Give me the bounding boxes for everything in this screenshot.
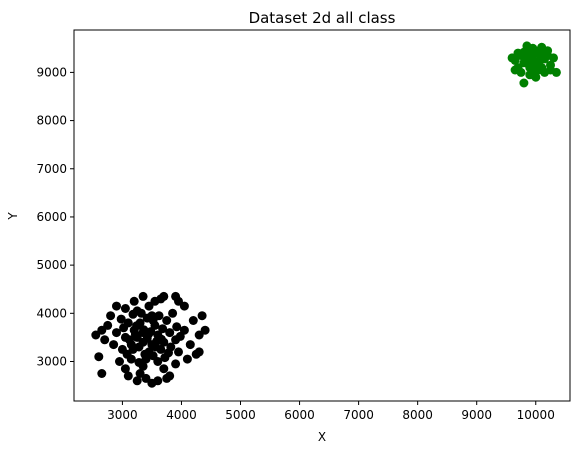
data-point-series-1 — [128, 309, 138, 319]
data-point-series-1 — [119, 323, 129, 333]
data-point-series-2 — [510, 65, 520, 75]
data-point-series-1 — [153, 376, 163, 386]
data-point-series-2 — [525, 51, 535, 60]
data-point-series-1 — [123, 371, 133, 381]
data-point-series-1 — [138, 291, 148, 301]
data-points — [91, 41, 561, 388]
data-point-series-1 — [197, 311, 207, 321]
x-tick-label: 3000 — [107, 408, 138, 422]
x-tick-label: 4000 — [166, 408, 197, 422]
data-point-series-1 — [132, 321, 142, 331]
data-point-series-1 — [159, 291, 169, 301]
data-point-series-1 — [97, 369, 107, 378]
data-point-series-1 — [194, 347, 204, 357]
data-point-series-1 — [112, 301, 121, 311]
x-axis-label: X — [318, 430, 326, 444]
data-point-series-2 — [531, 60, 541, 70]
data-point-series-2 — [546, 65, 555, 75]
data-point-series-1 — [106, 311, 116, 321]
y-tick-label: 8000 — [36, 114, 67, 128]
data-point-series-1 — [151, 342, 160, 352]
data-point-series-1 — [200, 325, 210, 335]
data-point-series-1 — [134, 358, 144, 367]
data-point-series-2 — [549, 53, 558, 63]
data-point-series-1 — [171, 291, 181, 301]
y-axis-ticks: 3000 4000 5000 6000 7000 8000 9000 — [36, 65, 74, 368]
x-tick-label: 5000 — [225, 408, 256, 422]
data-point-series-1 — [156, 334, 166, 344]
data-point-series-1 — [188, 316, 198, 325]
data-point-series-1 — [112, 328, 121, 338]
data-point-series-2 — [528, 43, 538, 53]
data-point-series-2 — [536, 53, 545, 63]
data-point-series-1 — [94, 352, 104, 362]
data-point-series-1 — [174, 347, 183, 357]
x-tick-label: 9000 — [461, 408, 492, 422]
data-point-series-1 — [185, 340, 195, 350]
data-point-series-1 — [109, 340, 119, 350]
x-tick-label: 6000 — [284, 408, 315, 422]
chart-title: Dataset 2d all class — [249, 9, 396, 27]
x-tick-label: 10000 — [517, 408, 555, 422]
data-point-series-1 — [162, 373, 172, 383]
y-tick-label: 9000 — [36, 65, 67, 79]
data-point-series-1 — [130, 330, 140, 339]
y-tick-label: 3000 — [36, 354, 67, 368]
x-tick-label: 7000 — [343, 408, 374, 422]
data-point-series-1 — [164, 348, 173, 358]
data-point-series-1 — [139, 325, 149, 335]
data-point-series-1 — [140, 349, 150, 359]
data-point-series-1 — [172, 322, 182, 332]
data-point-series-1 — [182, 354, 192, 364]
data-point-series-1 — [128, 344, 138, 354]
data-point-series-1 — [136, 308, 146, 318]
data-point-series-1 — [100, 335, 110, 345]
data-point-series-1 — [97, 325, 107, 335]
data-point-series-1 — [162, 316, 172, 325]
data-point-series-2 — [531, 72, 541, 82]
data-point-series-1 — [120, 304, 130, 313]
y-tick-label: 4000 — [36, 306, 67, 320]
y-tick-label: 7000 — [36, 162, 67, 176]
data-point-series-1 — [122, 349, 132, 359]
data-point-series-1 — [159, 364, 169, 374]
data-point-series-1 — [132, 376, 142, 386]
data-point-series-1 — [148, 351, 158, 361]
data-point-series-1 — [158, 324, 168, 334]
data-point-series-2 — [523, 59, 533, 69]
data-point-series-1 — [154, 311, 164, 321]
y-axis-label: Y — [6, 212, 20, 221]
data-point-series-1 — [168, 308, 178, 318]
x-tick-label: 8000 — [402, 408, 433, 422]
plot-frame — [73, 29, 571, 402]
data-point-series-1 — [165, 328, 175, 338]
data-point-series-1 — [116, 314, 126, 324]
data-point-series-1 — [120, 364, 130, 374]
y-tick-label: 5000 — [36, 258, 67, 272]
data-point-series-1 — [115, 357, 124, 366]
data-point-series-1 — [175, 331, 185, 341]
data-point-series-1 — [129, 296, 139, 306]
data-point-series-1 — [91, 330, 101, 340]
x-axis-ticks: 3000 4000 5000 6000 7000 8000 9000 10000 — [107, 401, 555, 422]
data-point-series-2 — [519, 78, 529, 88]
data-point-series-1 — [135, 369, 145, 378]
data-point-series-1 — [171, 359, 181, 369]
y-tick-label: 6000 — [36, 210, 67, 224]
data-point-series-1 — [125, 335, 134, 345]
